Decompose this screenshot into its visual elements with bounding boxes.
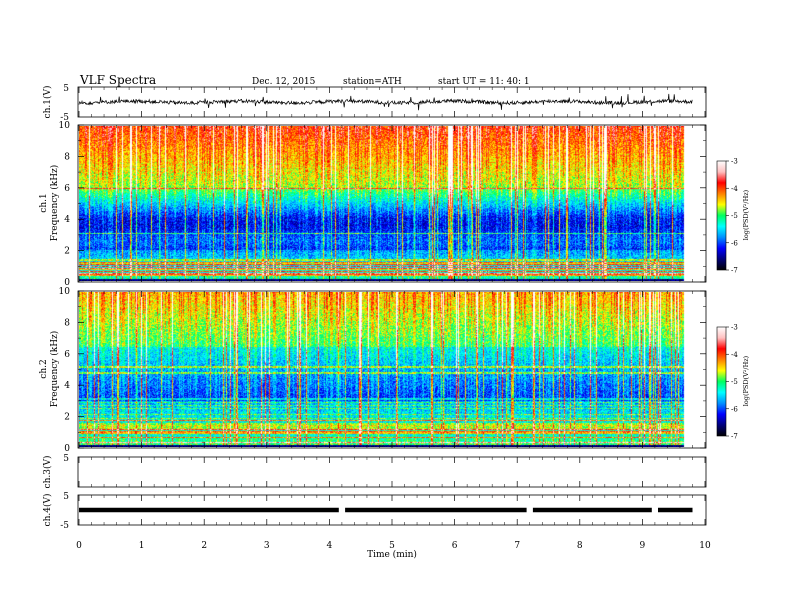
x-tick-label: 3	[264, 541, 270, 551]
freq-tick-label: 8	[64, 152, 70, 162]
freq-tick-label: 4	[64, 215, 70, 225]
station-label: station=ATH	[343, 77, 402, 87]
freq-tick-label: 8	[64, 318, 70, 328]
ch1-wave-ylabel: ch.1(V)	[42, 86, 53, 119]
date-label: Dec. 12, 2015	[252, 77, 316, 87]
ch2-spec-ylabel-line1: ch.2	[39, 359, 49, 378]
x-tick-label: 1	[139, 541, 145, 551]
ch1-wave-ytick-top: 5	[63, 84, 69, 94]
freq-tick-label: 10	[59, 121, 71, 131]
freq-tick-label: 2	[64, 247, 70, 257]
x-tick-label: 9	[640, 541, 646, 551]
ch4-wave-ylabel: ch.4(V)	[42, 494, 53, 527]
ch4-wave-ytick-bottom: -5	[60, 521, 69, 531]
freq-tick-label: 6	[64, 350, 70, 360]
figure-title: VLF Spectra	[79, 73, 156, 87]
colorbar-tick-label: -5	[731, 212, 738, 220]
x-axis-label: Time (min)	[367, 549, 417, 560]
x-tick-label: 2	[201, 541, 207, 551]
ch3-wave-ytick-top: 5	[63, 454, 69, 464]
x-tick-label: 4	[327, 541, 333, 551]
colorbar-ch2	[716, 326, 727, 437]
start-time-label: start UT = 11: 40: 1	[438, 77, 530, 87]
ch1-spectrogram	[79, 126, 693, 281]
freq-tick-label: 2	[64, 413, 70, 423]
freq-tick-label: 6	[64, 184, 70, 194]
colorbar-tick-label: -4	[731, 185, 738, 193]
ch4-wave-ytick-top: 5	[63, 492, 69, 502]
freq-tick-label: 0	[64, 444, 70, 454]
freq-tick-label: 10	[59, 287, 71, 297]
x-tick-label: 6	[452, 541, 458, 551]
axis-ticks-group: 0 1 2 3 4 5 6 7 8 9 1002468100246810-3-4-5-6-7-3-4…	[59, 87, 738, 551]
colorbar-ch1	[716, 160, 727, 271]
colorbar-tick-label: -3	[731, 158, 738, 166]
x-tick-label: 5	[389, 541, 395, 551]
colorbar-tick-label: -3	[731, 324, 738, 332]
ch2-spec-ylabel-line2: Frequency (kHz)	[49, 331, 60, 408]
colorbar-tick-label: -7	[731, 433, 738, 441]
freq-tick-label: 0	[64, 278, 70, 288]
x-tick-label: 10	[699, 541, 711, 551]
freq-tick-label: 4	[64, 381, 70, 391]
ch3-wave-ylabel: ch.3(V)	[42, 456, 53, 489]
colorbar-tick-label: -5	[731, 378, 738, 386]
colorbar-tick-label: -6	[731, 405, 738, 413]
ch2-spectrogram	[79, 292, 693, 447]
x-tick-label: 7	[514, 541, 520, 551]
ch1-spec-ylabel-line2: Frequency (kHz)	[49, 165, 60, 242]
colorbar-tick-label: -7	[731, 267, 738, 275]
colorbar-ch2-label: log(PSD(V²/Hz)	[742, 355, 750, 406]
x-tick-label: 8	[577, 541, 583, 551]
x-tick-label: 0	[76, 541, 82, 551]
colorbar-tick-label: -6	[731, 239, 738, 247]
colorbar-ch1-label: log(PSD(V²/Hz)	[742, 189, 750, 240]
ch1-wave-ytick-bottom: -5	[60, 113, 69, 123]
ch1-waveform-trace	[78, 93, 693, 111]
ch1-spec-ylabel-line1: ch.1	[39, 193, 49, 212]
colorbar-tick-label: -4	[731, 351, 738, 359]
